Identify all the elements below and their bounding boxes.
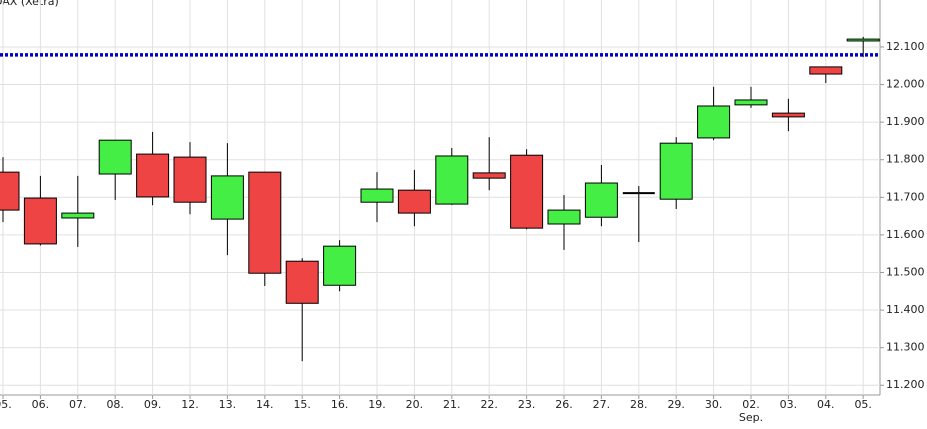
candle-body [697,105,731,139]
x-tick-label: 09. [144,398,162,411]
y-tick-label: 11.900 [886,115,925,128]
y-tick-label: 11.300 [886,341,925,354]
candle-body [846,38,880,42]
x-tick-label: 03. [780,398,798,411]
candle-body [210,175,244,220]
x-tick-label: 30. [705,398,723,411]
y-tick-label: 12.100 [886,40,925,53]
candle-body [809,66,843,75]
x-tick-label: 13. [219,398,237,411]
candle-body [136,153,170,198]
candle-body [61,212,95,219]
x-tick-label: 05. [0,398,12,411]
y-tick-label: 11.800 [886,153,925,166]
x-tick-label: 05. [854,398,872,411]
candle-body [659,142,693,200]
candle-body [248,171,282,274]
x-tick-label: 26. [555,398,573,411]
x-tick-label: 29. [667,398,685,411]
candle-body [23,197,57,245]
candle-body [734,99,768,106]
candle-body [173,156,207,203]
chart-title: DAX (Xetra) [0,0,59,8]
x-tick-label: 19. [368,398,386,411]
candle-body [98,139,132,175]
candle-body [435,155,469,205]
y-tick-label: 11.500 [886,265,925,278]
x-tick-label: 14. [256,398,274,411]
x-tick-label: 04. [817,398,835,411]
x-tick-label: 16. [331,398,349,411]
candle-body [584,182,618,218]
x-tick-label: 28. [630,398,648,411]
y-tick-label: 12.000 [886,78,925,91]
candle-body [360,188,394,203]
y-tick-label: 11.200 [886,378,925,391]
x-tick-label: 21. [443,398,461,411]
x-tick-label: 12. [181,398,199,411]
x-tick-label: 23. [518,398,536,411]
x-tick-label: 08. [106,398,124,411]
y-tick-label: 11.400 [886,303,925,316]
y-tick-label: 11.700 [886,190,925,203]
candle-body [771,112,805,118]
candle-body [285,260,319,304]
y-tick-label: 11.600 [886,228,925,241]
x-tick-label: 06. [32,398,50,411]
x-tick-label: 22. [480,398,498,411]
candle-body [472,172,506,179]
candle-body [323,245,357,286]
x-tick-label: 15. [293,398,311,411]
candle-body [547,209,581,225]
x-tick-label: 27. [593,398,611,411]
x-tick-label: 02. [742,398,760,411]
candle-body [397,189,431,214]
x-tick-label: 07. [69,398,87,411]
x-tick-label: 20. [406,398,424,411]
x-tick-sublabel: Sep. [739,411,763,424]
candle-body [510,154,544,229]
candle-body [0,171,20,211]
